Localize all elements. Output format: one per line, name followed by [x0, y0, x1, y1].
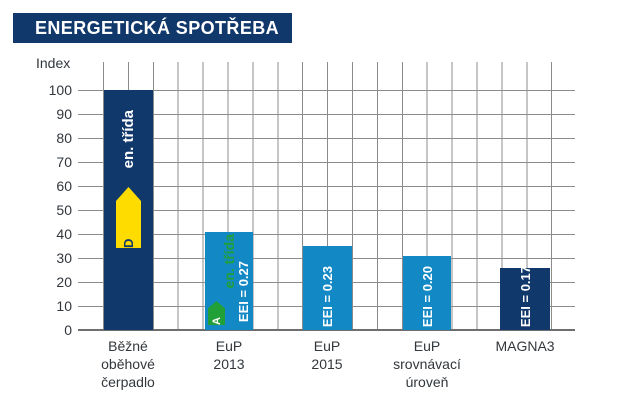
- y-tick-label: 20: [56, 274, 72, 290]
- eei-value: EEI = 0.23: [303, 266, 352, 327]
- y-tick-label: 0: [64, 322, 72, 338]
- x-label-eup-2013: EuP 2013: [213, 338, 245, 372]
- eei-value-text: EEI = 0.23: [320, 265, 335, 327]
- bar-bezne-obehove-cerpadlo: en. třída D: [104, 90, 153, 330]
- eei-value: EEI = 0.27: [236, 261, 251, 327]
- x-label-eup-2015: EuP 2015: [311, 338, 343, 372]
- chart-title: ENERGETICKÁ SPOTŘEBA: [35, 17, 280, 38]
- bar-eup-2015: EEI = 0.23: [303, 246, 352, 330]
- eei-value: EEI = 0.20: [403, 266, 451, 327]
- y-tick-label: 40: [56, 226, 72, 242]
- eei-value-text: EEI = 0.27: [236, 260, 251, 322]
- y-axis-ticks: 100 90 80 70 60 50 40 30 20 10 0: [0, 0, 72, 406]
- energy-class-caption: en. třída: [104, 110, 153, 168]
- eei-value: EEI = 0.17: [500, 266, 550, 327]
- y-tick-label: 60: [56, 178, 72, 194]
- bar-eup-2013: en. třída A EEI = 0.27: [205, 232, 253, 330]
- energy-class-a-arrow-icon: A: [208, 301, 225, 325]
- x-label-magna3: MAGNA3: [495, 338, 555, 354]
- energy-class-caption-text: en. třída: [120, 110, 137, 169]
- y-tick-label: 30: [56, 250, 72, 266]
- y-tick-label: 10: [56, 298, 72, 314]
- y-tick-label: 100: [48, 82, 72, 98]
- y-tick-label: 70: [56, 154, 72, 170]
- bar-magna3: EEI = 0.17: [500, 266, 550, 330]
- eei-value-text: EEI = 0.20: [419, 265, 435, 327]
- chart-title-banner: ENERGETICKÁ SPOTŘEBA: [13, 13, 292, 43]
- energy-class-d-letter: D: [121, 238, 136, 248]
- eei-value-text: EEI = 0.17: [517, 265, 533, 327]
- energy-class-caption-text: en. třída: [221, 234, 237, 289]
- x-label-bezne-obehove-cerpadlo: Běžné oběhové čerpadlo: [101, 338, 155, 390]
- y-tick-label: 90: [56, 106, 72, 122]
- energy-class-a-letter: A: [210, 317, 223, 325]
- y-axis-title: Index: [36, 55, 71, 71]
- y-tick-label: 50: [56, 202, 72, 218]
- energy-class-d-arrow-icon: D: [116, 187, 141, 248]
- x-label-eup-srovnavaci-uroven: EuP srovnávací úroveň: [393, 338, 461, 390]
- bar-eup-srovnavaci-uroven: EEI = 0.20: [403, 256, 451, 330]
- x-axis-baseline: [78, 329, 575, 331]
- y-tick-label: 80: [56, 130, 72, 146]
